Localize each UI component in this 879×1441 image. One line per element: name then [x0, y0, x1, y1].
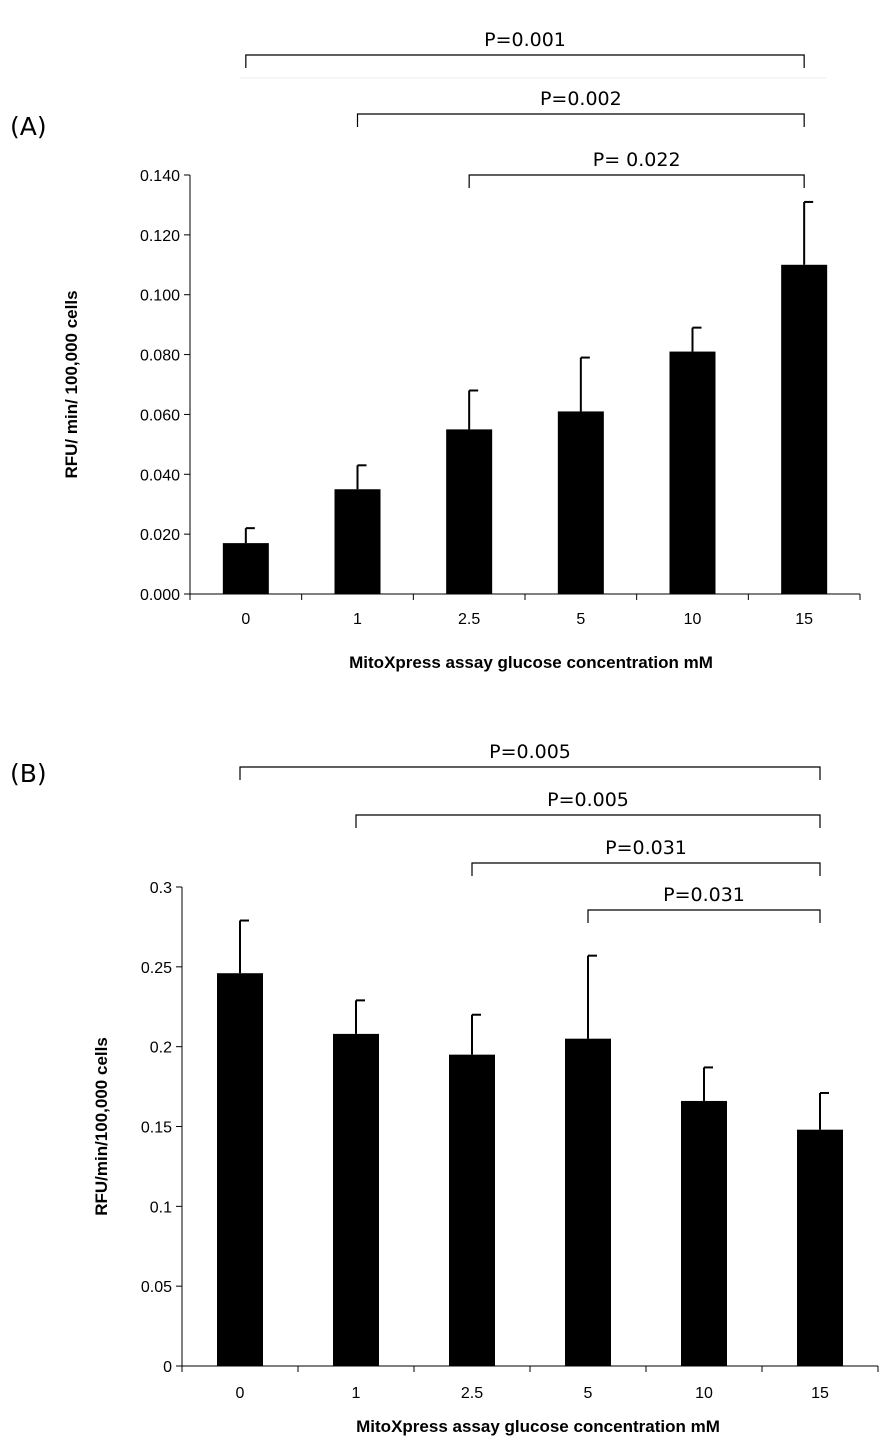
bar [449, 1054, 495, 1366]
x-tick-label: 1 [352, 1385, 361, 1402]
x-tick-label: 1 [353, 611, 362, 628]
y-tick-label: 0 [163, 1359, 172, 1376]
x-tick-label: 2.5 [458, 611, 480, 628]
significance-label: P= 0.022 [593, 149, 681, 171]
x-tick-label: 2.5 [461, 1385, 483, 1402]
x-axis-title: MitoXpress assay glucose concentration m… [356, 1417, 720, 1436]
y-tick-label: 0.100 [140, 288, 180, 305]
significance-label: P=0.001 [484, 29, 566, 51]
significance-bracket [356, 113, 805, 127]
y-tick-label: 0.080 [140, 348, 180, 365]
bar [333, 1033, 379, 1366]
significance-label: P=0.002 [540, 88, 622, 110]
bar [681, 1100, 727, 1366]
y-tick-label: 0.25 [141, 960, 172, 977]
bar [781, 264, 828, 594]
significance-bracket [245, 54, 805, 68]
significance-label: P=0.005 [547, 789, 629, 811]
bar [222, 543, 269, 594]
bar [797, 1129, 843, 1366]
bar [334, 489, 381, 594]
x-tick-label: 15 [795, 611, 813, 628]
y-tick-label: 0.000 [140, 587, 180, 604]
significance-bracket [471, 862, 821, 876]
y-axis-title: RFU/min/100,000 cells [92, 1037, 111, 1216]
y-tick-label: 0.040 [140, 467, 180, 484]
x-tick-label: 15 [811, 1385, 829, 1402]
x-tick-label: 10 [684, 611, 702, 628]
y-tick-label: 0.2 [150, 1040, 172, 1057]
significance-bracket [587, 909, 821, 923]
significance-label: P=0.031 [663, 884, 745, 906]
y-tick-label: 0.05 [141, 1279, 172, 1296]
chart-b: 0 0.05 0.1 0.15 0.2 0.25 0.3 0 1 2.5 5 10 15 MitoXpre… [92, 741, 879, 1436]
x-tick-label: 0 [236, 1385, 245, 1402]
x-tick-label: 5 [584, 1385, 593, 1402]
significance-label: P=0.005 [489, 741, 571, 763]
significance-bracket [468, 174, 805, 188]
y-tick-label: 0.15 [141, 1120, 172, 1137]
y-tick-label: 0.020 [140, 527, 180, 544]
significance-bracket [355, 814, 821, 828]
x-tick-label: 10 [695, 1385, 713, 1402]
significance-label: P=0.031 [605, 837, 687, 859]
y-tick-label: 0.3 [150, 880, 172, 897]
chart-a: 0.000 0.020 0.040 0.060 0.080 0.100 0.120 0.140… [62, 29, 861, 672]
y-tick-label: 0.1 [150, 1199, 172, 1216]
y-tick-label: 0.060 [140, 407, 180, 424]
y-tick-label: 0.120 [140, 228, 180, 245]
bar [557, 411, 604, 594]
bar [669, 351, 716, 594]
y-axis-title: RFU/ min/ 100,000 cells [62, 290, 81, 478]
panel-label-b: (B) [10, 759, 47, 788]
x-tick-label: 0 [241, 611, 250, 628]
y-tick-label: 0.140 [140, 168, 180, 185]
x-axis-title: MitoXpress assay glucose concentration m… [349, 653, 713, 672]
significance-bracket [239, 766, 821, 780]
bar [446, 429, 493, 594]
x-tick-label: 5 [576, 611, 585, 628]
bar [217, 973, 263, 1366]
panel-label-a: (A) [10, 112, 47, 141]
bar [565, 1038, 611, 1366]
